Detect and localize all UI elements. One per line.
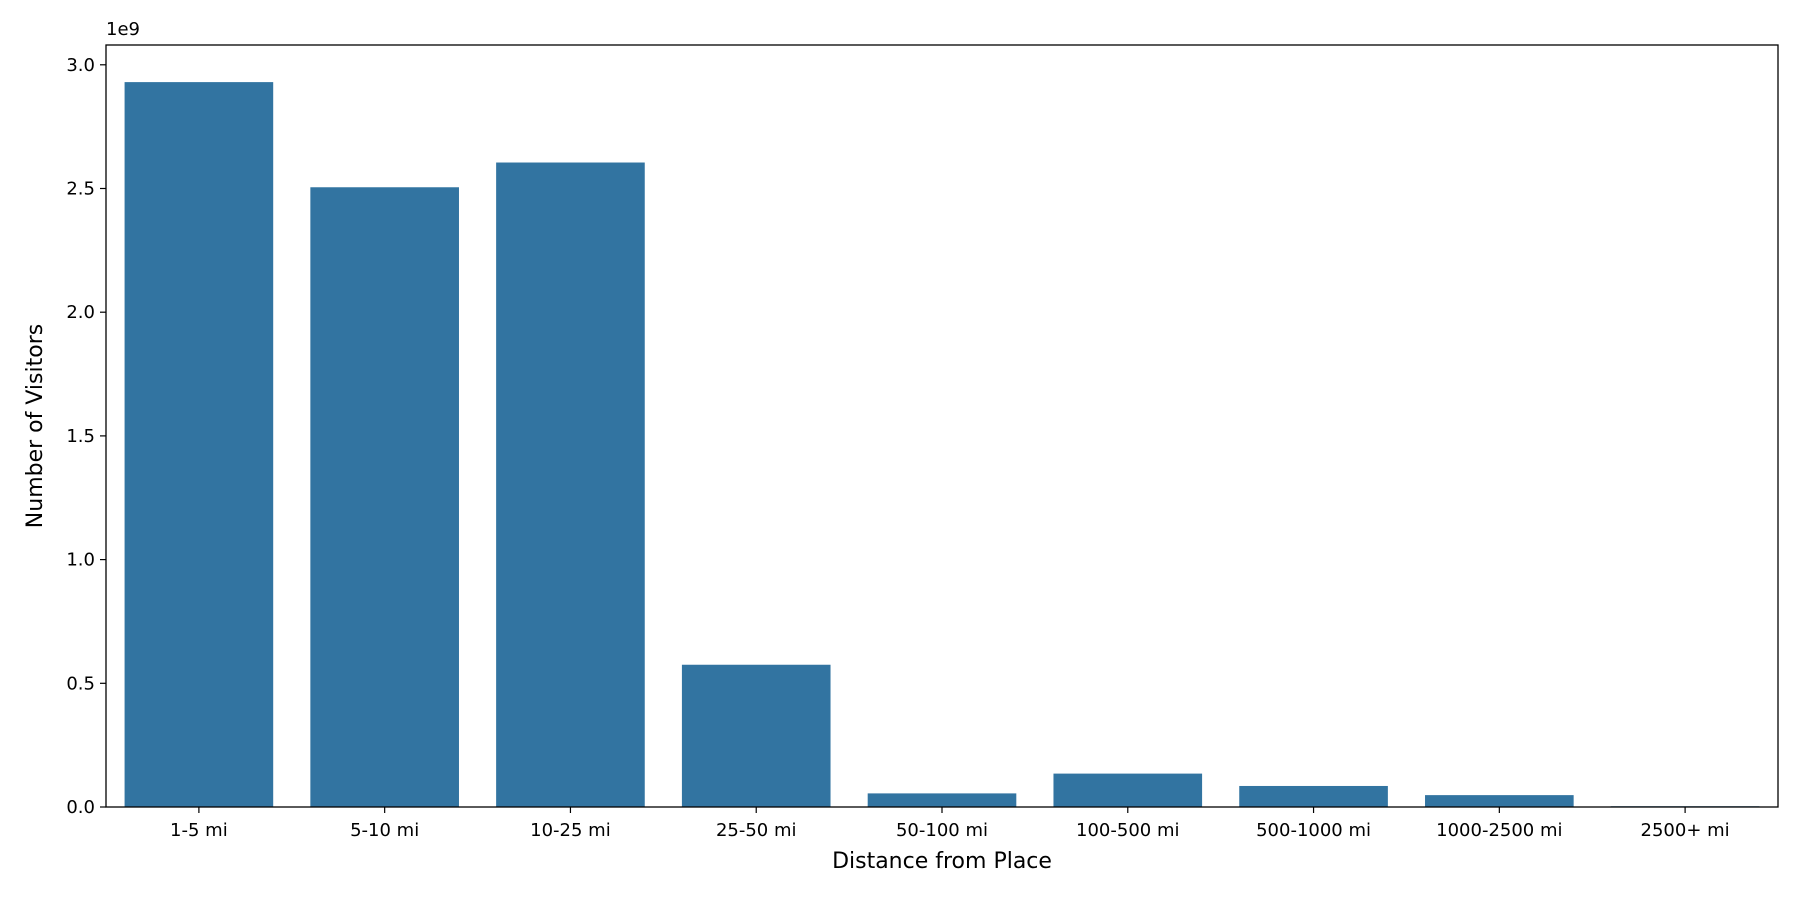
y-tick-label: 1.0 (66, 550, 95, 571)
y-tick-label: 0.0 (66, 797, 95, 818)
x-axis-label: Distance from Place (832, 849, 1052, 874)
x-axis-ticks: 1-5 mi 5-10 mi 10-25 mi 25-50 mi 50-100 mi 10… (170, 807, 1730, 841)
x-tick-label: 1-5 mi (170, 820, 228, 841)
y-axis-label: Number of Visitors (23, 324, 48, 528)
x-tick-label: 500-1000 mi (1256, 820, 1371, 841)
bar (1425, 795, 1574, 807)
y-tick-label: 3.0 (66, 55, 95, 76)
x-tick-label: 50-100 mi (896, 820, 988, 841)
x-tick-label: 10-25 mi (530, 820, 611, 841)
x-tick-label: 1000-2500 mi (1436, 820, 1562, 841)
x-tick-label: 2500+ mi (1641, 820, 1730, 841)
y-tick-label: 1.5 (66, 426, 95, 447)
bars (124, 82, 1760, 808)
bar (681, 664, 831, 807)
bar (1053, 773, 1203, 807)
x-tick-label: 5-10 mi (350, 820, 419, 841)
x-tick-label: 100-500 mi (1076, 820, 1179, 841)
y-axis-offset-text: 1e9 (106, 19, 140, 40)
plot-frame (105, 44, 1779, 808)
y-tick-label: 2.5 (66, 178, 95, 199)
bar (867, 793, 1017, 807)
bar (124, 82, 274, 807)
y-tick-label: 0.5 (66, 673, 95, 694)
bar (1239, 785, 1388, 807)
y-tick-label: 2.0 (66, 302, 95, 323)
x-tick-label: 25-50 mi (716, 820, 797, 841)
y-axis-ticks: 0.0 0.5 1.0 1.5 2.0 2.5 3.0 (66, 55, 106, 818)
bar (496, 162, 645, 807)
bar (310, 187, 459, 808)
